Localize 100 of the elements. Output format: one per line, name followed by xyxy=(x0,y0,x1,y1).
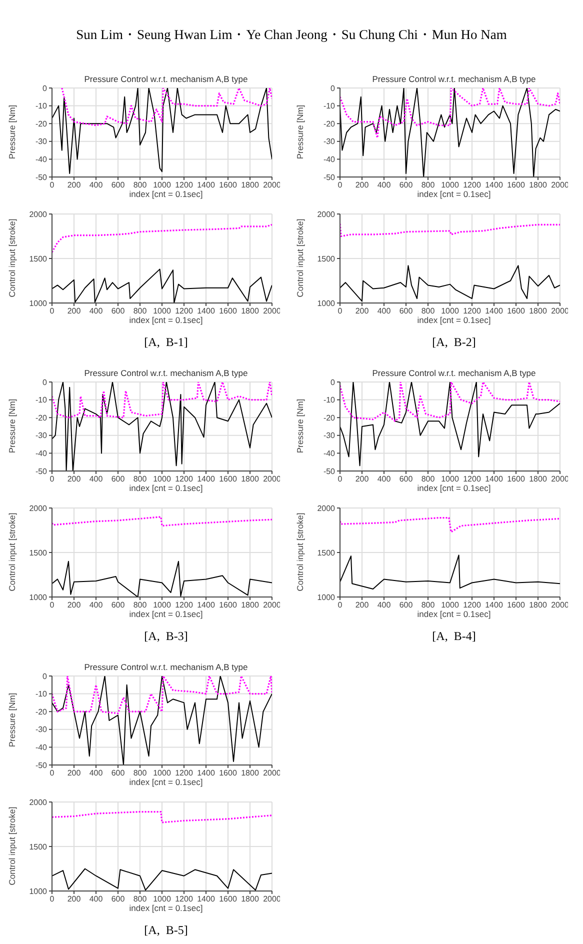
x-tick-label: 1800 xyxy=(241,306,260,316)
x-tick-label: 1400 xyxy=(197,180,216,190)
y-tick-label: -50 xyxy=(323,172,336,182)
y-tick-label: -10 xyxy=(323,102,336,111)
chart-title: Pressure Control w.r.t. mechanism A,B type xyxy=(83,662,249,673)
text: [A, B-2] xyxy=(431,335,477,350)
y-tick-label: -50 xyxy=(35,760,48,770)
x-tick-label: 1200 xyxy=(175,600,194,610)
text: [A, B-3] xyxy=(143,629,189,644)
x-tick-label: 600 xyxy=(111,306,126,316)
y-tick-label: 1000 xyxy=(29,298,48,308)
x-tick-label: 600 xyxy=(111,894,126,904)
text: [A, B-4] xyxy=(431,629,477,644)
y-tick-label: 1500 xyxy=(317,254,336,264)
x-tick-label: 1800 xyxy=(241,180,260,190)
x-tick-label: 1600 xyxy=(507,600,526,610)
x-tick-label: 1400 xyxy=(197,474,216,484)
x-axis-title: index [cnt = 0.1sec] xyxy=(416,189,492,199)
y-axis-title: Pressure [Nm] xyxy=(295,398,305,454)
x-tick-label: 600 xyxy=(111,600,126,610)
x-tick-label: 0 xyxy=(50,600,55,610)
x-tick-label: 200 xyxy=(355,180,370,190)
y-tick-label: -20 xyxy=(35,119,48,128)
x-tick-label: 400 xyxy=(377,474,392,484)
x-tick-label: 1400 xyxy=(485,474,504,484)
line-series xyxy=(52,676,272,765)
y-axis-title: Pressure [Nm] xyxy=(295,104,305,160)
y-tick-label: -30 xyxy=(35,431,48,440)
x-tick-label: 1000 xyxy=(153,306,172,316)
y-tick-label: -30 xyxy=(323,137,336,146)
x-tick-label: 800 xyxy=(421,180,436,190)
x-axis-title: index [cnt = 0.1sec] xyxy=(416,609,492,619)
x-tick-label: 400 xyxy=(89,600,104,610)
y-axis-title: Control input [stroke] xyxy=(7,512,17,592)
y-tick-label: 1500 xyxy=(317,548,336,558)
y-tick-label: -50 xyxy=(35,466,48,476)
x-tick-label: 1600 xyxy=(219,600,238,610)
x-tick-label: 1800 xyxy=(241,474,260,484)
x-tick-label: 0 xyxy=(50,768,55,778)
y-tick-label: 2000 xyxy=(29,798,48,807)
y-tick-label: -50 xyxy=(323,466,336,476)
x-axis-title: index [cnt = 0.1sec] xyxy=(416,315,492,325)
x-axis-title: index [cnt = 0.1sec] xyxy=(128,483,204,493)
x-tick-label: 1400 xyxy=(197,600,216,610)
x-tick-label: 800 xyxy=(133,474,148,484)
y-axis-title: Control input [stroke] xyxy=(295,218,305,298)
y-tick-label: -10 xyxy=(35,102,48,111)
y-tick-label: 0 xyxy=(330,378,336,387)
x-tick-label: 1400 xyxy=(485,180,504,190)
y-tick-label: -20 xyxy=(35,413,48,422)
x-tick-label: 400 xyxy=(377,600,392,610)
x-tick-label: 200 xyxy=(67,894,82,904)
text: [A, B-1] xyxy=(143,335,189,350)
x-tick-label: 1000 xyxy=(153,600,172,610)
x-tick-label: 200 xyxy=(355,600,370,610)
x-tick-label: 1600 xyxy=(219,894,238,904)
line-series xyxy=(340,554,560,590)
x-tick-label: 1400 xyxy=(197,768,216,778)
x-tick-label: 1200 xyxy=(175,894,194,904)
y-tick-label: 2000 xyxy=(29,504,48,513)
x-tick-label: 600 xyxy=(399,474,414,484)
x-tick-label: 200 xyxy=(67,600,82,610)
y-tick-label: -10 xyxy=(323,396,336,405)
x-tick-label: 200 xyxy=(67,768,82,778)
x-tick-label: 1600 xyxy=(507,180,526,190)
x-tick-label: 1200 xyxy=(463,600,482,610)
x-tick-label: 1200 xyxy=(175,306,194,316)
y-tick-label: 1500 xyxy=(29,548,48,558)
x-tick-label: 1400 xyxy=(485,306,504,316)
x-axis-title: index [cnt = 0.1sec] xyxy=(128,189,204,199)
y-tick-label: -20 xyxy=(323,119,336,128)
chart-title: Pressure Control w.r.t. mechanism A,B type xyxy=(83,368,249,379)
x-tick-label: 1200 xyxy=(175,768,194,778)
x-tick-label: 1000 xyxy=(153,768,172,778)
x-axis-title: index [cnt = 0.1sec] xyxy=(416,483,492,493)
y-tick-label: 0 xyxy=(330,84,336,93)
line-series xyxy=(52,516,272,527)
y-axis-title: Control input [stroke] xyxy=(7,806,17,886)
x-tick-label: 200 xyxy=(67,474,82,484)
x-tick-label: 1400 xyxy=(197,306,216,316)
x-tick-label: 1600 xyxy=(507,306,526,316)
x-tick-label: 600 xyxy=(399,306,414,316)
y-tick-label: 0 xyxy=(42,84,48,93)
x-tick-label: 600 xyxy=(111,180,126,190)
x-tick-label: 0 xyxy=(50,474,55,484)
x-tick-label: 400 xyxy=(89,474,104,484)
x-tick-label: 800 xyxy=(133,180,148,190)
x-tick-label: 800 xyxy=(133,600,148,610)
y-tick-label: 0 xyxy=(42,378,48,387)
x-tick-label: 1600 xyxy=(219,306,238,316)
x-tick-label: 1200 xyxy=(463,306,482,316)
y-tick-label: -40 xyxy=(323,155,336,164)
x-tick-label: 1800 xyxy=(529,474,548,484)
x-axis-title: index [cnt = 0.1sec] xyxy=(128,315,204,325)
y-tick-label: -40 xyxy=(323,449,336,458)
y-tick-label: 2000 xyxy=(29,210,48,219)
y-axis-title: Pressure [Nm] xyxy=(7,104,17,160)
x-tick-label: 1200 xyxy=(175,474,194,484)
x-tick-label: 1600 xyxy=(219,474,238,484)
x-tick-label: 1000 xyxy=(153,180,172,190)
